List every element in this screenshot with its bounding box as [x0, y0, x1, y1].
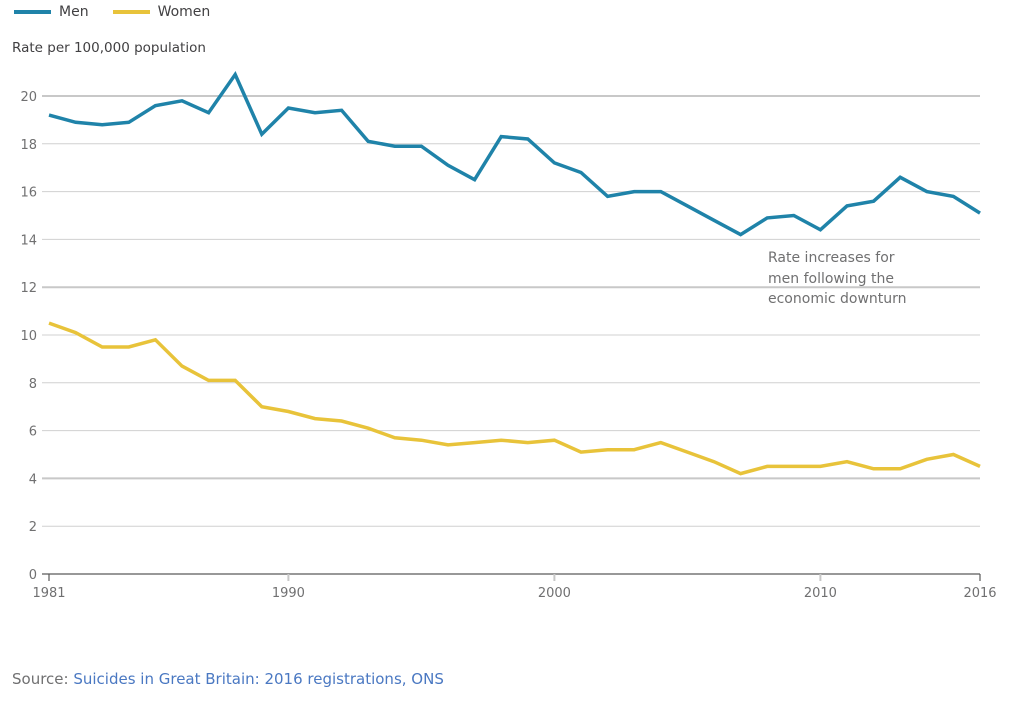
legend-swatch-men — [14, 10, 51, 14]
source-note: Source: Suicides in Great Britain: 2016 … — [12, 670, 444, 688]
x-tick-label-1981: 1981 — [32, 586, 65, 601]
chart-legend: Men Women — [14, 2, 234, 22]
y-tick-label-8: 8 — [29, 377, 37, 392]
y-tick-label-14: 14 — [20, 233, 37, 248]
y-tick-label-4: 4 — [29, 472, 37, 487]
line-chart: 0 2 4 6 8 10 12 14 16 18 20 1981 1990 2000 2010 2016 — [20, 70, 997, 601]
source-prefix: Source: — [12, 670, 74, 688]
y-tick-label-10: 10 — [20, 329, 37, 344]
y-tick-label-20: 20 — [20, 90, 37, 105]
y-tick-label-16: 16 — [20, 186, 37, 201]
x-tick-label-2000: 2000 — [538, 586, 571, 601]
series-line-men — [48, 70, 981, 237]
y-tick-label-2: 2 — [29, 520, 37, 535]
series-lines — [48, 70, 981, 476]
y-tick-label-6: 6 — [29, 425, 37, 440]
y-axis-title: Rate per 100,000 population — [12, 40, 206, 56]
chart-annotation: Rate increases for men following the eco… — [768, 250, 907, 307]
gridlines — [42, 95, 980, 527]
y-tick-label-12: 12 — [20, 281, 37, 296]
x-axis: 1981 1990 2000 2010 2016 — [32, 573, 997, 601]
legend-item-women[interactable]: Women — [112, 4, 211, 20]
legend-label-men: Men — [59, 4, 89, 20]
y-tick-label-0: 0 — [29, 568, 37, 583]
source-link[interactable]: Suicides in Great Britain: 2016 registra… — [73, 670, 444, 688]
x-tick-label-1990: 1990 — [272, 586, 305, 601]
x-tick-label-2010: 2010 — [804, 586, 837, 601]
legend-swatch-women — [112, 10, 150, 14]
y-tick-label-18: 18 — [20, 138, 37, 153]
legend-item-men[interactable]: Men — [14, 4, 89, 20]
y-axis-ticks: 0 2 4 6 8 10 12 14 16 18 20 — [20, 90, 37, 583]
x-tick-label-2016: 2016 — [963, 586, 996, 601]
series-line-women — [48, 321, 981, 476]
legend-label-women: Women — [157, 4, 211, 20]
